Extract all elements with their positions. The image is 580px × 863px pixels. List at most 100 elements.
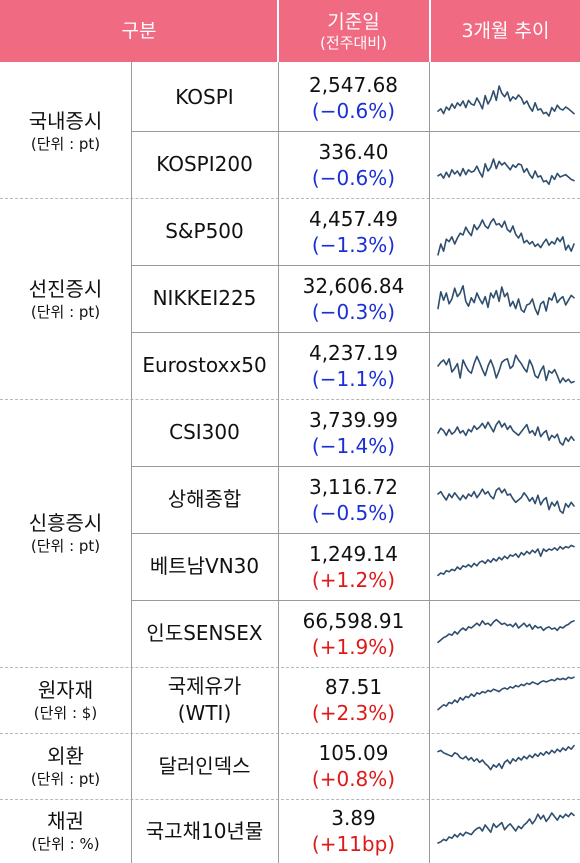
- value-cell: 336.40 (−0.6%): [278, 131, 429, 198]
- row-divider: [131, 332, 580, 333]
- header-base-date-label: 기준일: [327, 11, 380, 33]
- header-trend-label: 3개월 추이: [461, 20, 550, 42]
- value-cell: 2,547.68 (−0.6%): [278, 64, 429, 131]
- value-cell: 4,237.19 (−1.1%): [278, 332, 429, 399]
- value-cell: 66,598.91 (+1.9%): [278, 600, 429, 667]
- sparkline-line: [437, 676, 575, 711]
- weekly-change: (−0.5%): [311, 500, 396, 525]
- index-name: 달러인덱스: [158, 753, 251, 778]
- category-name: 신흥증시: [28, 511, 103, 535]
- index-name: 국제유가 (WTI): [131, 667, 278, 733]
- category-unit: (단위 : %): [31, 835, 100, 853]
- weekly-change: (+0.8%): [311, 767, 396, 791]
- row-divider: [0, 799, 580, 800]
- index-name: CSI300: [169, 420, 240, 444]
- category-cell: 채권 (단위 : %): [0, 799, 131, 863]
- trend-sparkline: [435, 271, 577, 327]
- sparkline-line: [437, 85, 575, 117]
- trend-sparkline: [435, 70, 577, 126]
- sparkline-chart: [437, 218, 575, 256]
- index-value: 87.51: [324, 675, 383, 699]
- category-name: 국내증시: [28, 109, 103, 133]
- index-name: 상해종합: [167, 487, 242, 511]
- index-value: 4,457.49: [308, 206, 399, 231]
- sparkline-chart: [437, 618, 575, 644]
- index-value: 32,606.84: [302, 273, 405, 298]
- index-name: 베트남VN30: [149, 554, 260, 578]
- weekly-change: (−0.6%): [311, 165, 396, 190]
- value-cell: 4,457.49 (−1.3%): [278, 198, 429, 265]
- category-cell: 원자재 (단위 : $): [0, 667, 131, 733]
- header-base-date: 기준일 (전주대비): [278, 0, 429, 62]
- header-category: 구분: [0, 0, 278, 62]
- header-trend: 3개월 추이: [431, 0, 580, 62]
- value-cell: 3.89 (+11bp): [278, 799, 429, 863]
- row-divider: [0, 198, 580, 199]
- value-cell: 32,606.84 (−0.3%): [278, 265, 429, 332]
- index-value: 105.09: [318, 741, 389, 765]
- index-value: 4,237.19: [308, 340, 399, 365]
- sparkline-line: [437, 354, 575, 384]
- sparkline-line: [437, 544, 575, 577]
- sparkline-chart: [437, 812, 575, 844]
- trend-sparkline: [435, 338, 577, 394]
- value-cell: 3,116.72 (−0.5%): [278, 466, 429, 533]
- index-name: S&P500: [165, 219, 244, 243]
- weekly-change: (+1.2%): [311, 567, 396, 592]
- index-value: 2,547.68: [308, 72, 399, 97]
- trend-sparkline: [435, 606, 577, 662]
- sparkline-chart: [437, 487, 575, 515]
- sparkline-line: [437, 487, 575, 515]
- weekly-change: (−1.1%): [311, 366, 396, 391]
- value-cell: 105.09 (+0.8%): [278, 733, 429, 799]
- sparkline-line: [437, 744, 575, 771]
- index-name: KOSPI200: [156, 152, 253, 176]
- weekly-change: (−0.6%): [311, 98, 396, 123]
- header-category-label: 구분: [121, 20, 157, 42]
- row-divider: [0, 399, 580, 400]
- trend-sparkline: [435, 137, 577, 193]
- value-cell: 3,739.99 (−1.4%): [278, 399, 429, 466]
- trend-sparkline: [435, 738, 577, 794]
- category-unit: (단위 : pt): [30, 770, 101, 788]
- index-name: Eurostoxx50: [142, 353, 267, 377]
- sparkline-line: [437, 420, 575, 446]
- sparkline-chart: [437, 158, 575, 186]
- trend-sparkline: [435, 672, 577, 728]
- index-value: 3,739.99: [308, 407, 399, 432]
- trend-sparkline: [435, 803, 577, 859]
- weekly-change: (−1.4%): [311, 433, 396, 458]
- index-value: 1,249.14: [308, 541, 399, 566]
- column-divider: [429, 62, 430, 863]
- row-divider: [131, 600, 580, 601]
- category-cell: 외환 (단위 : pt): [0, 733, 131, 799]
- category-name: 채권: [47, 809, 84, 833]
- category-name: 외환: [47, 744, 84, 768]
- category-cell: 선진증시 (단위 : pt): [0, 198, 131, 399]
- sparkline-chart: [437, 676, 575, 711]
- weekly-change: (+1.9%): [311, 634, 396, 659]
- sparkline-line: [437, 618, 575, 644]
- index-value: 336.40: [318, 139, 389, 164]
- index-value: 3,116.72: [308, 474, 399, 499]
- index-name: 인도SENSEX: [146, 621, 263, 645]
- row-divider: [131, 265, 580, 266]
- trend-sparkline: [435, 539, 577, 595]
- sparkline-line: [437, 218, 575, 256]
- trend-sparkline: [435, 405, 577, 461]
- index-name: KOSPI: [175, 85, 234, 109]
- category-unit: (단위 : $): [33, 704, 98, 722]
- index-name-line: 국제유가: [167, 674, 242, 698]
- row-divider: [131, 466, 580, 467]
- sparkline-chart: [437, 544, 575, 577]
- table-header: 구분 기준일 (전주대비) 3개월 추이: [0, 0, 580, 62]
- index-value: 66,598.91: [302, 608, 405, 633]
- header-divider: [429, 0, 431, 62]
- category-name: 원자재: [37, 678, 94, 702]
- sparkline-line: [437, 285, 575, 316]
- index-name: 국고채10년물: [145, 818, 264, 843]
- sparkline-chart: [437, 85, 575, 117]
- row-divider: [0, 733, 580, 734]
- weekly-change: (−1.3%): [311, 232, 396, 257]
- row-divider: [131, 131, 580, 132]
